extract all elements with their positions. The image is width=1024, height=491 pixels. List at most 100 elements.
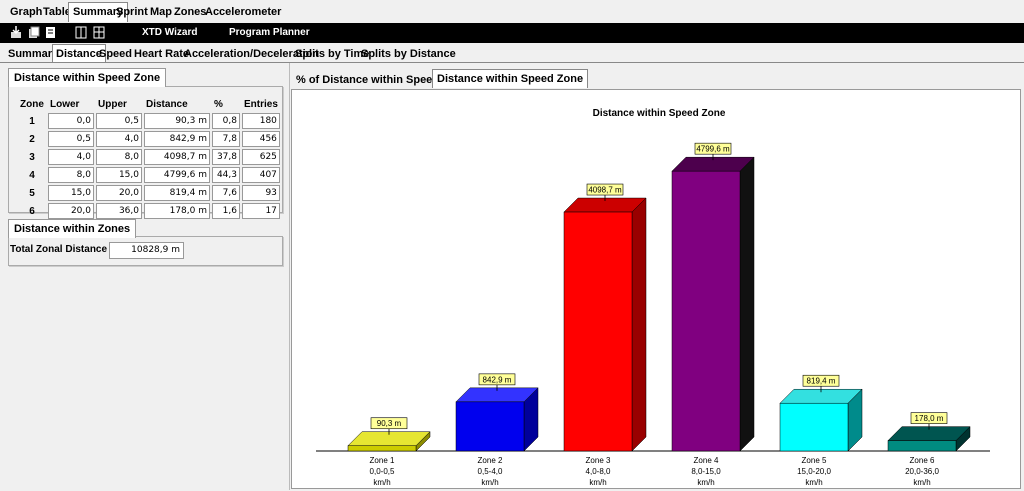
- tab-map[interactable]: Map: [150, 6, 172, 18]
- cell-distance[interactable]: 842,9 m: [144, 131, 210, 147]
- cell-lower[interactable]: 0,5: [48, 131, 94, 147]
- cell-upper[interactable]: 20,0: [96, 185, 142, 201]
- speed-zone-table: Zone Lower Upper Distance % Entries 1 0,0…: [16, 95, 282, 221]
- tab-speed[interactable]: Speed: [99, 48, 133, 60]
- x-tick-label: Zone 3: [586, 456, 611, 465]
- total-zonal-distance-value: 10828,9 m: [109, 242, 184, 259]
- x-tick-unit: km/h: [697, 478, 714, 487]
- cell-distance[interactable]: 4799,6 m: [144, 167, 210, 183]
- bar-chart: Distance within Speed Zone 90,3 m Zone 1 0,…: [316, 108, 990, 487]
- data-label: 90,3 m: [377, 419, 402, 428]
- bar: [779, 402, 849, 452]
- speed-zone-group-title: Distance within Speed Zone: [8, 68, 167, 87]
- data-label: 842,9 m: [483, 375, 512, 384]
- settings-icon[interactable]: [93, 26, 105, 39]
- cell-lower[interactable]: 4,0: [48, 149, 94, 165]
- cell-entries[interactable]: 456: [242, 131, 280, 147]
- tab-summary[interactable]: Summary: [68, 2, 129, 22]
- x-tick-unit: km/h: [373, 478, 390, 487]
- toolbar: XTD Wizard Program Planner: [0, 23, 1024, 43]
- tab-distance-within-zone[interactable]: Distance within Speed Zone: [432, 69, 589, 88]
- table-row: 4 8,0 15,0 4799,6 m 44,3 407: [18, 167, 280, 183]
- tab-splits-by-distance[interactable]: Splits by Distance: [361, 48, 456, 60]
- col-distance: Distance: [146, 98, 188, 110]
- tab-heart-rate[interactable]: Heart Rate: [134, 48, 190, 60]
- program-planner-button[interactable]: Program Planner: [229, 27, 310, 38]
- import-icon[interactable]: [10, 26, 22, 39]
- chart-panel: Distance within Speed Zone 90,3 m Zone 1 0,…: [291, 89, 1021, 489]
- x-tick-unit: km/h: [805, 478, 822, 487]
- cell-upper[interactable]: 0,5: [96, 113, 142, 129]
- x-tick-range: 4,0-8,0: [586, 467, 611, 476]
- cell-upper[interactable]: 8,0: [96, 149, 142, 165]
- cell-lower[interactable]: 15,0: [48, 185, 94, 201]
- cell-pct[interactable]: 1,6: [212, 203, 240, 219]
- col-lower: Lower: [50, 98, 80, 110]
- cell-entries[interactable]: 180: [242, 113, 280, 129]
- x-tick-label: Zone 5: [802, 456, 827, 465]
- tab-distance[interactable]: Distance: [52, 44, 106, 64]
- x-tick-range: 15,0-20,0: [797, 467, 831, 476]
- cell-zone: 6: [29, 205, 35, 217]
- cell-upper[interactable]: 36,0: [96, 203, 142, 219]
- tab-sprint[interactable]: Sprint: [116, 6, 148, 18]
- tab-acceleration-deceleration[interactable]: Acceleration/Deceleration: [184, 48, 320, 60]
- data-label-box: [370, 417, 408, 430]
- bar: [887, 440, 957, 452]
- export-icon[interactable]: [28, 26, 40, 39]
- data-label: 4098,7 m: [588, 186, 622, 195]
- bar: [671, 170, 741, 452]
- data-label: 178,0 m: [915, 414, 944, 423]
- table-row: 6 20,0 36,0 178,0 m 1,6 17: [18, 203, 280, 219]
- tab-table[interactable]: Table: [43, 6, 71, 18]
- cell-distance[interactable]: 178,0 m: [144, 203, 210, 219]
- cell-zone: 4: [29, 169, 35, 181]
- copy-icon[interactable]: [45, 26, 57, 39]
- col-zone: Zone: [20, 98, 44, 110]
- zones-summary-title: Distance within Zones: [8, 219, 137, 238]
- table-row: 3 4,0 8,0 4098,7 m 37,8 625: [18, 149, 280, 165]
- tab-graph[interactable]: Graph: [10, 6, 43, 18]
- x-tick-label: Zone 4: [694, 456, 719, 465]
- cell-lower[interactable]: 20,0: [48, 203, 94, 219]
- cell-pct[interactable]: 7,6: [212, 185, 240, 201]
- cell-pct[interactable]: 0,8: [212, 113, 240, 129]
- cell-distance[interactable]: 4098,7 m: [144, 149, 210, 165]
- col-upper: Upper: [98, 98, 127, 110]
- tab-divider: [0, 62, 1024, 63]
- tab-zones[interactable]: Zones: [174, 6, 207, 18]
- tab-summary[interactable]: Summary: [8, 48, 59, 60]
- table-row: 1 0,0 0,5 90,3 m 0,8 180: [18, 113, 280, 129]
- cell-entries[interactable]: 17: [242, 203, 280, 219]
- cell-lower[interactable]: 8,0: [48, 167, 94, 183]
- cell-pct[interactable]: 7,8: [212, 131, 240, 147]
- x-tick-label: Zone 6: [910, 456, 935, 465]
- tab-percent-distance[interactable]: % of Distance within Speed Zone: [296, 74, 469, 86]
- tab-accelerometer[interactable]: Accelerometer: [205, 6, 282, 18]
- main-tab-bar: Graph Table Summary Sprint Map Zones Accelerom…: [0, 0, 1024, 22]
- data-label-box: [802, 374, 840, 387]
- tab-splits-by-time[interactable]: Splits by Time: [295, 48, 370, 60]
- cell-upper[interactable]: 4,0: [96, 131, 142, 147]
- total-zonal-distance-label: Total Zonal Distance: [10, 244, 108, 255]
- cell-upper[interactable]: 15,0: [96, 167, 142, 183]
- x-tick-range: 0,5-4,0: [478, 467, 503, 476]
- bar: [563, 211, 633, 452]
- xtd-wizard-button[interactable]: XTD Wizard: [142, 27, 198, 38]
- cell-distance[interactable]: 90,3 m: [144, 113, 210, 129]
- split-icon[interactable]: [75, 26, 87, 39]
- bar-side: [739, 156, 755, 452]
- chart-title: Distance within Speed Zone: [593, 108, 726, 119]
- cell-entries[interactable]: 93: [242, 185, 280, 201]
- x-tick-unit: km/h: [913, 478, 930, 487]
- cell-entries[interactable]: 407: [242, 167, 280, 183]
- data-label: 4799,6 m: [696, 145, 730, 154]
- cell-pct[interactable]: 44,3: [212, 167, 240, 183]
- x-tick-unit: km/h: [481, 478, 498, 487]
- cell-entries[interactable]: 625: [242, 149, 280, 165]
- cell-zone: 5: [29, 187, 35, 199]
- cell-pct[interactable]: 37,8: [212, 149, 240, 165]
- bar: [347, 445, 417, 452]
- cell-distance[interactable]: 819,4 m: [144, 185, 210, 201]
- cell-lower[interactable]: 0,0: [48, 113, 94, 129]
